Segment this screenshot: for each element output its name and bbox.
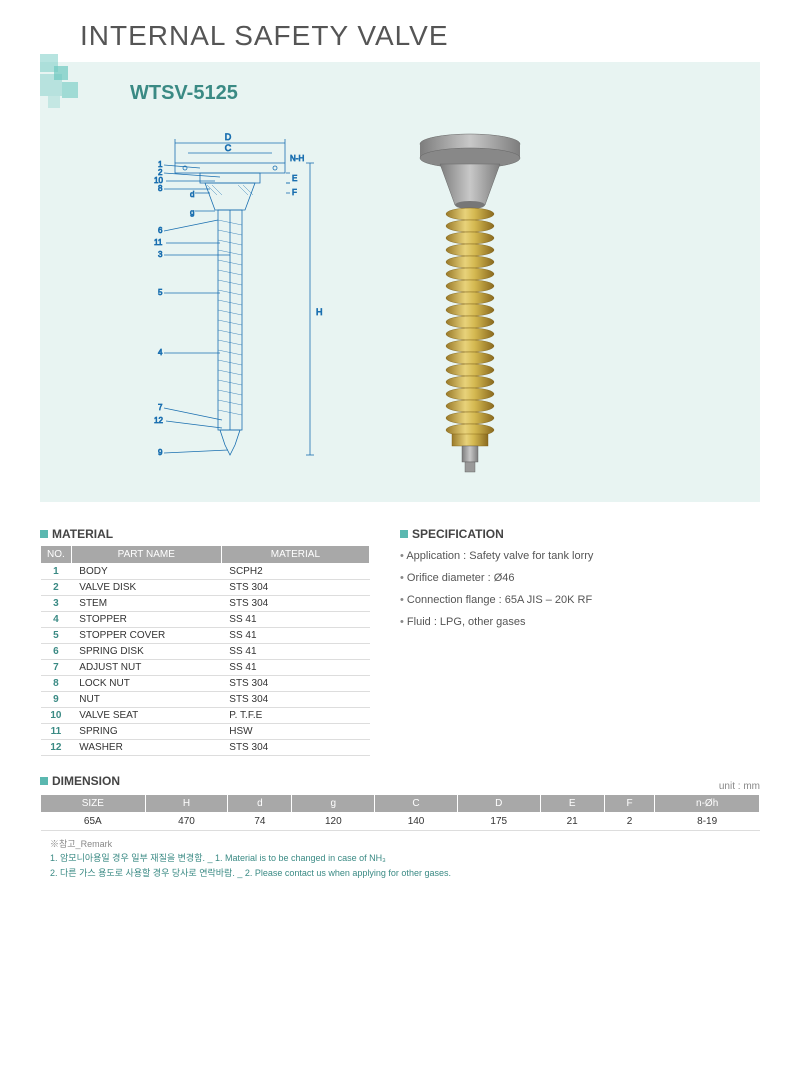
svg-text:H: H [316, 307, 323, 317]
table-row: 65A470741201401752128-19 [41, 813, 760, 831]
table-row: 5STOPPER COVERSS 41 [41, 628, 370, 644]
table-row: 4STOPPERSS 41 [41, 612, 370, 628]
svg-text:9: 9 [158, 448, 163, 457]
dimension-col: E [540, 795, 604, 813]
dimension-col: SIZE [41, 795, 146, 813]
remark-line: 2. 다른 가스 용도로 사용할 경우 당사로 연락바람. _ 2. Pleas… [50, 866, 760, 880]
svg-text:5: 5 [158, 288, 163, 297]
dimension-col: H [145, 795, 228, 813]
material-col: MATERIAL [221, 546, 369, 564]
remark-title: ※참고_Remark [50, 839, 112, 849]
dimension-col: C [375, 795, 458, 813]
engineering-diagram: D C N-H d [70, 125, 350, 495]
dimension-unit: unit : mm [719, 781, 760, 792]
material-table: NO.PART NAMEMATERIAL 1BODYSCPH22VALVE DI… [40, 545, 370, 756]
page-title: INTERNAL SAFETY VALVE [80, 20, 760, 52]
table-row: 8LOCK NUTSTS 304 [41, 676, 370, 692]
svg-text:C: C [225, 143, 232, 153]
svg-text:F: F [292, 188, 297, 197]
dimension-heading: DIMENSION [40, 774, 120, 788]
list-item: Orifice diameter : Ø46 [400, 567, 760, 589]
table-row: 11SPRINGHSW [41, 724, 370, 740]
dimension-col: g [292, 795, 375, 813]
svg-text:6: 6 [158, 226, 163, 235]
table-row: 3STEMSTS 304 [41, 596, 370, 612]
svg-text:D: D [225, 132, 232, 142]
table-row: 10VALVE SEATP. T.F.E [41, 708, 370, 724]
model-number: WTSV-5125 [130, 82, 730, 105]
svg-text:8: 8 [158, 184, 163, 193]
table-row: 9NUTSTS 304 [41, 692, 370, 708]
svg-text:3: 3 [158, 250, 163, 259]
table-row: 2VALVE DISKSTS 304 [41, 580, 370, 596]
dimension-col: n-Øh [655, 795, 760, 813]
list-item: Fluid : LPG, other gases [400, 611, 760, 633]
specification-list: Application : Safety valve for tank lorr… [400, 545, 760, 633]
dimension-col: F [604, 795, 655, 813]
table-row: 12WASHERSTS 304 [41, 740, 370, 756]
svg-text:7: 7 [158, 403, 163, 412]
list-item: Connection flange : 65A JIS – 20K RF [400, 589, 760, 611]
dimension-col: d [228, 795, 292, 813]
svg-text:12: 12 [154, 416, 163, 425]
dimension-col: D [457, 795, 540, 813]
hero-panel: WTSV-5125 D C N-H [40, 62, 760, 502]
svg-text:11: 11 [154, 238, 163, 247]
svg-text:d: d [190, 190, 194, 199]
material-heading: MATERIAL [40, 527, 370, 541]
dimension-table: SIZEHdgCDEFn-Øh 65A470741201401752128-19 [40, 794, 760, 831]
svg-text:N-H: N-H [290, 154, 304, 163]
product-photo [380, 125, 560, 495]
remark-line: 1. 암모니아용일 경우 일부 재질을 변경함. _ 1. Material i… [50, 851, 760, 865]
specification-heading: SPECIFICATION [400, 527, 760, 541]
material-col: NO. [41, 546, 72, 564]
list-item: Application : Safety valve for tank lorr… [400, 545, 760, 567]
table-row: 6SPRING DISKSS 41 [41, 644, 370, 660]
remark-block: ※참고_Remark 1. 암모니아용일 경우 일부 재질을 변경함. _ 1.… [40, 837, 760, 880]
svg-text:E: E [292, 174, 297, 183]
table-row: 1BODYSCPH2 [41, 564, 370, 580]
svg-text:4: 4 [158, 348, 163, 357]
table-row: 7ADJUST NUTSS 41 [41, 660, 370, 676]
material-col: PART NAME [71, 546, 221, 564]
svg-text:g: g [190, 208, 194, 217]
corner-decoration [40, 62, 100, 122]
